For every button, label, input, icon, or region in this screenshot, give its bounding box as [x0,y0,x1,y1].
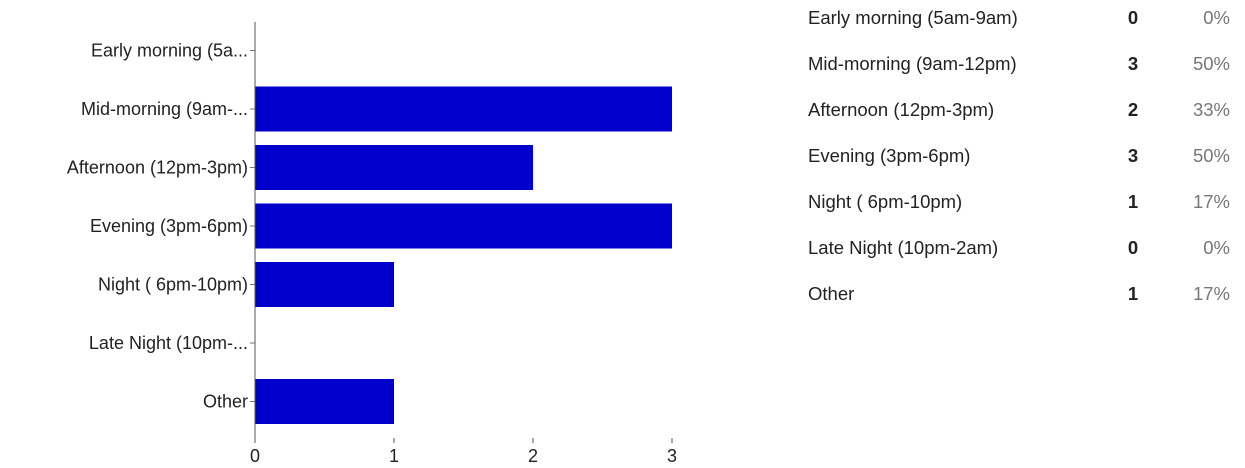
bar [255,262,394,307]
axes [250,22,673,443]
summary-percent: 17% [1192,283,1230,304]
summary-row: Mid-morning (9am-12pm) 3 50% [808,50,1238,96]
summary-count: 3 [1127,53,1139,74]
x-tick-label: 3 [667,446,677,466]
summary-row: Afternoon (12pm-3pm) 2 33% [808,96,1238,142]
category-label: Afternoon (12pm-3pm) [67,158,248,178]
summary-percent: 0% [1203,237,1230,258]
summary-percent: 50% [1192,53,1230,74]
category-label: Mid-morning (9am-... [81,99,248,119]
category-label: Evening (3pm-6pm) [90,216,248,236]
category-label: Other [203,392,248,412]
bar-chart: Early morning (5a... Mid-morning (9am-...… [67,22,677,466]
summary-percent: 17% [1192,191,1230,212]
category-label: Early morning (5a... [91,41,248,61]
summary-label: Evening (3pm-6pm) [808,145,971,166]
summary-count: 0 [1127,237,1139,258]
summary-row: Night ( 6pm-10pm) 1 17% [808,188,1238,234]
category-label: Night ( 6pm-10pm) [98,275,248,295]
summary-percent: 0% [1203,7,1230,28]
summary-row: Other 1 17% [808,280,1238,326]
bar [255,203,672,249]
bar [255,145,533,190]
category-labels: Early morning (5a... Mid-morning (9am-...… [67,41,248,412]
summary-row: Early morning (5am-9am) 0 0% [808,4,1238,50]
summary-count: 2 [1127,99,1139,120]
summary-label: Afternoon (12pm-3pm) [808,99,995,120]
summary-percent: 50% [1192,145,1230,166]
summary-row: Evening (3pm-6pm) 3 50% [808,142,1238,188]
x-tick-label: 0 [250,446,260,466]
bars [255,86,672,424]
summary-label: Late Night (10pm-2am) [808,237,999,258]
summary-percent: 33% [1192,99,1230,120]
summary-label: Other [808,283,855,304]
summary-row: Late Night (10pm-2am) 0 0% [808,234,1238,280]
summary-count: 0 [1127,7,1139,28]
bar [255,86,672,132]
summary-label: Early morning (5am-9am) [808,7,1018,28]
summary-label: Night ( 6pm-10pm) [808,191,963,212]
summary-table: Early morning (5am-9am) 0 0% Mid-morning (9… [808,4,1238,326]
summary-count: 1 [1127,283,1139,304]
x-tick-labels: 0 1 2 3 [250,446,677,466]
summary-count: 1 [1127,191,1139,212]
x-tick-label: 1 [389,446,399,466]
summary-label: Mid-morning (9am-12pm) [808,53,1017,74]
summary-count: 3 [1127,145,1139,166]
category-label: Late Night (10pm-... [89,333,248,353]
x-tick-label: 2 [528,446,538,466]
bar [255,379,394,424]
